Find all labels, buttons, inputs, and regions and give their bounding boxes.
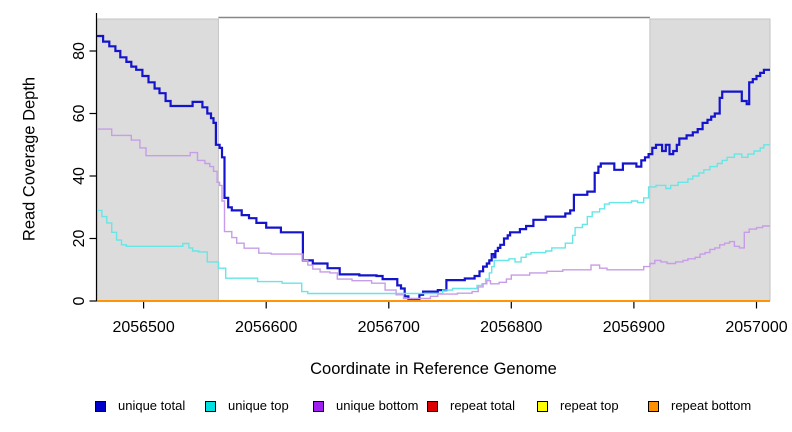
legend-item-unique-total: unique total	[95, 398, 185, 414]
y-tick-label: 60	[71, 105, 88, 123]
x-tick-label: 2056900	[603, 319, 665, 336]
x-tick-label: 2056500	[112, 319, 174, 336]
y-tick-label: 40	[71, 167, 88, 185]
series-line-unique-top	[97, 144, 770, 295]
shaded-region-1	[649, 18, 771, 301]
legend-label-repeat-total: repeat total	[450, 398, 516, 413]
y-axis-title: Read Coverage Depth	[20, 76, 39, 242]
y-tick-label: 80	[71, 42, 88, 60]
y-tick-label: 0	[71, 296, 88, 305]
y-tick-label: 20	[71, 230, 88, 248]
x-tick-label: 2057000	[725, 319, 787, 336]
legend-swatch-unique-top	[205, 400, 216, 412]
legend-swatch-repeat-total	[427, 400, 438, 412]
legend-item-repeat-bottom: repeat bottom	[648, 398, 751, 414]
x-tick-label: 2056600	[235, 319, 297, 336]
legend-label-unique-bottom: unique bottom	[336, 398, 419, 413]
x-axis-title: Coordinate in Reference Genome	[310, 360, 557, 378]
legend-swatch-repeat-top	[537, 400, 548, 412]
x-tick-label: 2056700	[358, 319, 420, 336]
legend-swatch-repeat-bottom	[648, 400, 659, 412]
legend-item-unique-bottom: unique bottom	[313, 398, 418, 414]
legend-item-repeat-top: repeat top	[537, 398, 619, 414]
legend: unique total unique top unique bottom re…	[0, 398, 792, 418]
legend-swatch-unique-total	[95, 400, 106, 412]
legend-label-unique-top: unique top	[228, 398, 289, 413]
x-tick-label: 2056800	[480, 319, 542, 336]
series-line-unique-total	[97, 34, 770, 301]
legend-item-unique-top: unique top	[205, 398, 289, 414]
legend-label-repeat-bottom: repeat bottom	[671, 398, 752, 413]
legend-item-repeat-total: repeat total	[427, 398, 515, 414]
series-line-unique-bottom	[97, 128, 770, 300]
legend-label-unique-total: unique total	[118, 398, 186, 413]
legend-label-repeat-top: repeat top	[560, 398, 619, 413]
legend-swatch-unique-bottom	[313, 400, 324, 412]
